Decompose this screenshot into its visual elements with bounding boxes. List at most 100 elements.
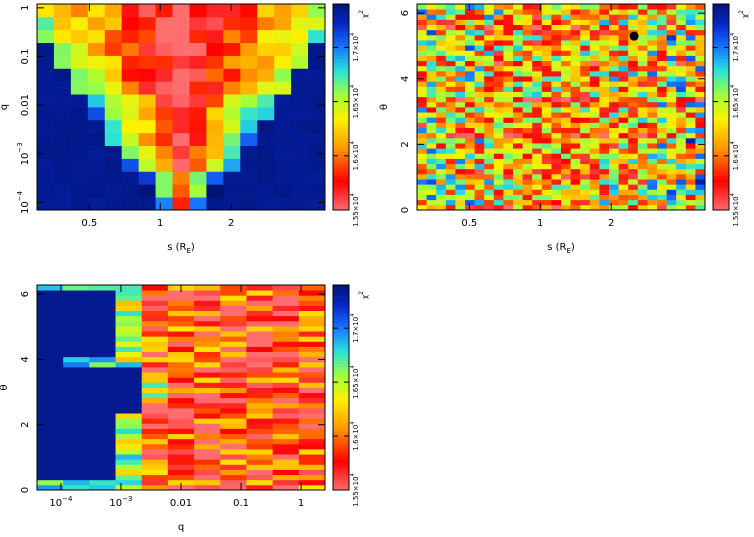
heatmap-cell (70, 4, 89, 18)
heatmap-cell (220, 438, 247, 445)
heatmap-cell (580, 163, 591, 170)
heatmap-cell (426, 40, 437, 46)
heatmap-cell (618, 101, 629, 108)
heatmap-cell (484, 4, 495, 10)
heatmap-cell (561, 137, 571, 144)
heatmap-cell (551, 29, 562, 36)
heatmap-cell (522, 168, 533, 175)
heatmap-cell (223, 4, 241, 18)
colorbar-segment (333, 418, 349, 423)
colorbar-segment (713, 182, 729, 187)
heatmap-cell (618, 65, 629, 72)
heatmap-cell (561, 179, 571, 185)
heatmap-cell (628, 137, 639, 144)
heatmap-cell (167, 474, 195, 481)
heatmap-cell (685, 163, 696, 170)
heatmap-cell (455, 14, 466, 20)
heatmap-cell (599, 148, 610, 154)
colorbar-segment (333, 326, 349, 330)
heatmap-cell (637, 137, 648, 144)
heatmap-cell (138, 42, 156, 56)
heatmap-cell (676, 189, 687, 195)
heatmap-cell (246, 449, 274, 455)
heatmap-cell (465, 194, 475, 201)
heatmap-cell (115, 305, 143, 312)
heatmap-cell (657, 101, 667, 108)
colorbar-segment (333, 483, 349, 487)
heatmap-cell (308, 145, 326, 159)
heatmap-cell (63, 464, 90, 470)
heatmap-cell (115, 331, 143, 337)
heatmap-cell (666, 122, 677, 128)
x-tick-label: 0.5 (81, 218, 97, 229)
heatmap-cell (551, 112, 562, 118)
heatmap-cell (685, 179, 696, 185)
heatmap-cell (493, 168, 504, 175)
heatmap-cell (220, 428, 247, 435)
heatmap-cell (194, 408, 221, 414)
heatmap-cell (272, 326, 300, 332)
heatmap-cell (291, 55, 309, 69)
heatmap-cell (37, 402, 64, 409)
heatmap-cell (666, 45, 677, 51)
heatmap-cell (474, 127, 485, 134)
heatmap-cell (138, 184, 156, 198)
heatmap-cell (167, 418, 195, 424)
heatmap-cell (695, 168, 706, 175)
colorbar-segment (713, 165, 729, 170)
heatmap-cell (240, 171, 258, 185)
colorbar-tick-label-base: 1.7×10 (732, 36, 740, 62)
heatmap-cell (570, 163, 581, 170)
heatmap-cell (657, 86, 667, 92)
heatmap-cell (570, 148, 581, 154)
heatmap-cell (172, 4, 190, 18)
heatmap-cell (647, 132, 658, 139)
heatmap-cell (298, 341, 326, 347)
heatmap-cell (89, 326, 116, 332)
heatmap-cell (37, 197, 55, 211)
heatmap-cell (298, 408, 326, 414)
heatmap-cell (484, 163, 495, 170)
heatmap-cell (561, 96, 571, 103)
heatmap-cell (484, 101, 495, 108)
heatmap-cell (141, 310, 169, 317)
heatmap-cell (167, 408, 195, 414)
x-axis-label-close: ) (191, 242, 195, 253)
heatmap-cell (532, 86, 543, 92)
heatmap-cell (465, 132, 475, 139)
heatmap-cell (194, 459, 221, 465)
heatmap-cell (570, 153, 581, 159)
colorbar-segment (713, 7, 729, 12)
heatmap-cell (666, 132, 677, 139)
heatmap-cell (272, 310, 300, 317)
heatmap-cell (138, 81, 156, 95)
x-axis-label: s (RE) (547, 242, 575, 255)
heatmap-cell (513, 173, 523, 180)
heatmap-cell (138, 55, 156, 69)
heatmap-cell (609, 127, 619, 134)
heatmap-cell (493, 40, 504, 46)
heatmap-cell (291, 145, 309, 159)
heatmap-cell (541, 19, 552, 25)
heatmap-cell (417, 55, 427, 62)
heatmap-cell (695, 107, 706, 113)
colorbar-segment (333, 428, 349, 433)
heatmap-cell (522, 101, 533, 108)
colorbar-segment (333, 10, 349, 15)
heatmap-cell (666, 137, 677, 144)
heatmap-cell (417, 81, 427, 87)
heatmap-cell (474, 101, 485, 108)
heatmap-cell (513, 45, 523, 51)
heatmap-cell (223, 68, 241, 82)
heatmap-cell (532, 163, 543, 170)
heatmap-cell (522, 65, 533, 72)
heatmap-cell (695, 137, 706, 144)
heatmap-cell (436, 143, 447, 149)
heatmap-cell (272, 443, 300, 450)
heatmap-cell (115, 469, 143, 476)
heatmap-cell (589, 101, 600, 108)
heatmap-cell (455, 34, 466, 41)
heatmap-cell (580, 137, 591, 144)
heatmap-cell (609, 9, 619, 15)
